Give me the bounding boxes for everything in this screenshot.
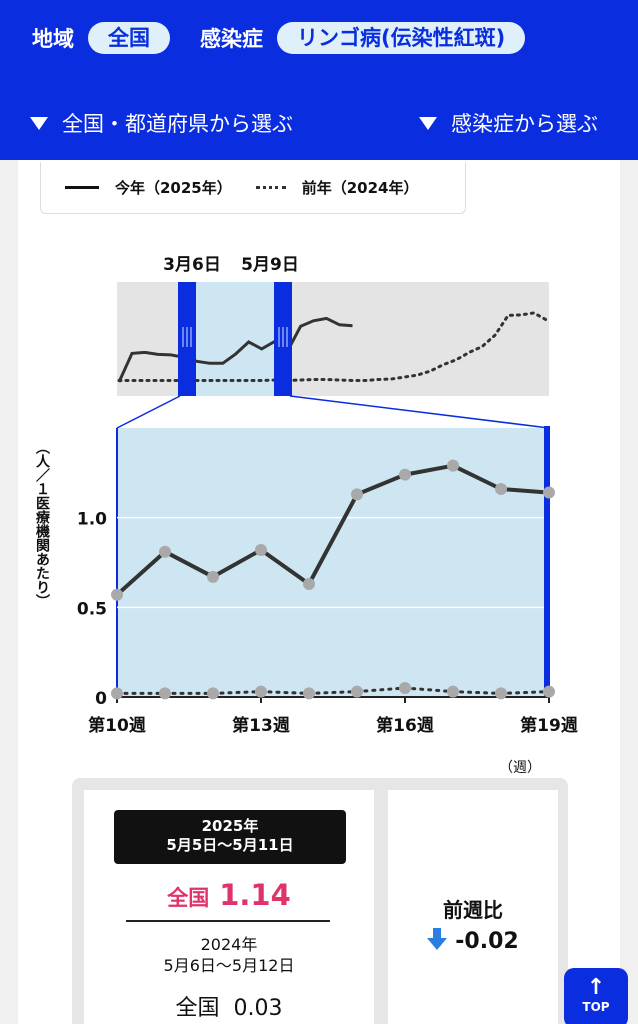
current-data-point xyxy=(111,588,123,601)
current-data-point xyxy=(255,543,267,556)
legend: 今年（2025年） 前年（2024年） xyxy=(40,162,466,214)
previous-data-point xyxy=(111,687,123,700)
current-data-point xyxy=(207,570,219,583)
previous-data-point xyxy=(159,687,171,700)
region-pill[interactable]: 全国 xyxy=(88,22,170,54)
select-region-button[interactable]: 全国・都道府県から選ぶ xyxy=(30,108,293,138)
zoom-connector-left xyxy=(116,395,181,429)
legend-previous-label: 前年（2024年） xyxy=(301,179,419,197)
prev-value-row: 全国 0.03 xyxy=(84,990,374,1022)
disease-label: 感染症 xyxy=(200,27,263,51)
arrow-up-icon: ↑ xyxy=(586,975,606,1000)
prev-range: 5月6日～5月12日 xyxy=(163,956,295,975)
disease-pill[interactable]: リンゴ病(伝染性紅斑) xyxy=(277,22,526,54)
legend-current: 今年（2025年） xyxy=(65,177,232,198)
previous-data-point xyxy=(447,685,459,698)
arrow-down-icon xyxy=(427,928,448,950)
series-current-line xyxy=(115,463,550,597)
previous-data-point xyxy=(303,687,315,700)
plot-right-handle xyxy=(544,426,550,697)
current-region: 全国 xyxy=(167,886,210,910)
y-tick-label: 0.5 xyxy=(77,599,107,619)
week-compare-value: -0.02 xyxy=(455,929,519,954)
stats-current-box: 2025年 5月5日～5月11日 全国 1.14 2024年 5月6日～5月12日… xyxy=(84,790,374,1024)
y-tick-label: 0 xyxy=(95,689,107,709)
prev-year: 2024年 xyxy=(200,935,258,954)
x-axis-unit: （週） xyxy=(499,760,541,776)
current-data-point xyxy=(495,482,507,495)
previous-data-point xyxy=(543,685,555,698)
x-tick-label: 第13週 xyxy=(232,715,290,736)
y-axis-label: （人／１医療機関あたり） xyxy=(34,440,51,608)
top-button-label: TOP xyxy=(582,1000,610,1014)
solid-line-swatch xyxy=(65,186,99,189)
current-data-point xyxy=(399,468,411,481)
previous-data-point xyxy=(351,685,363,698)
series-previous-line xyxy=(115,686,551,695)
x-tick-label: 第10週 xyxy=(88,715,146,736)
overview-range-end-label: 5月9日 xyxy=(241,255,299,275)
current-year: 2025年 xyxy=(201,817,259,835)
region-label: 地域 xyxy=(32,27,74,51)
current-data-point xyxy=(351,488,363,501)
current-data-point xyxy=(303,578,315,591)
select-disease-button[interactable]: 感染症から選ぶ xyxy=(419,108,598,138)
current-data-point xyxy=(159,545,171,558)
x-tick-label: 第16週 xyxy=(376,715,434,736)
current-value: 1.14 xyxy=(219,878,291,912)
stats-panel: 2025年 5月5日～5月11日 全国 1.14 2024年 5月6日～5月12日… xyxy=(72,778,568,1024)
legend-previous: 前年（2024年） xyxy=(255,177,419,198)
select-region-label: 全国・都道府県から選ぶ xyxy=(62,112,293,136)
dotted-line-swatch xyxy=(255,186,286,189)
prev-value: 0.03 xyxy=(233,996,283,1021)
zoom-connector-right xyxy=(289,395,550,429)
legend-current-label: 今年（2025年） xyxy=(115,179,232,197)
prev-region: 全国 xyxy=(175,996,220,1021)
overview-range-start-label: 3月6日 xyxy=(163,255,221,275)
current-data-point xyxy=(543,486,555,499)
overview-selection-band xyxy=(180,282,290,396)
chart-svg: 3月6日 5月9日 0 0.5 1.0 （人／１医療機関あたり） 第10週 第13週 第16週 第… xyxy=(34,255,578,776)
select-disease-label: 感染症から選ぶ xyxy=(451,112,598,136)
previous-data-point xyxy=(255,685,267,698)
week-compare-label: 前週比 xyxy=(443,898,503,922)
triangle-down-icon xyxy=(30,116,48,130)
current-range: 5月5日～5月11日 xyxy=(166,836,294,854)
week-compare-row: -0.02 xyxy=(388,928,558,954)
top-button[interactable]: ↑ TOP xyxy=(564,968,628,1024)
previous-data-point xyxy=(495,687,507,700)
current-data-point xyxy=(447,459,459,472)
header-bar: 地域 全国 感染症 リンゴ病(伝染性紅斑) 全国・都道府県から選ぶ 感染症から選… xyxy=(0,0,638,160)
x-tick-label: 第19週 xyxy=(520,715,578,736)
divider xyxy=(126,920,330,922)
previous-data-point xyxy=(399,682,411,695)
overview-current-line xyxy=(117,316,353,383)
current-date-box: 2025年 5月5日～5月11日 xyxy=(114,810,346,864)
triangle-down-icon xyxy=(419,116,437,130)
previous-data-point xyxy=(207,687,219,700)
y-tick-label: 1.0 xyxy=(77,510,107,530)
prev-date: 2024年 5月6日～5月12日 xyxy=(84,934,374,976)
stats-week-box: 前週比 -0.02 xyxy=(388,790,558,1024)
current-value-row: 全国 1.14 xyxy=(84,878,374,912)
